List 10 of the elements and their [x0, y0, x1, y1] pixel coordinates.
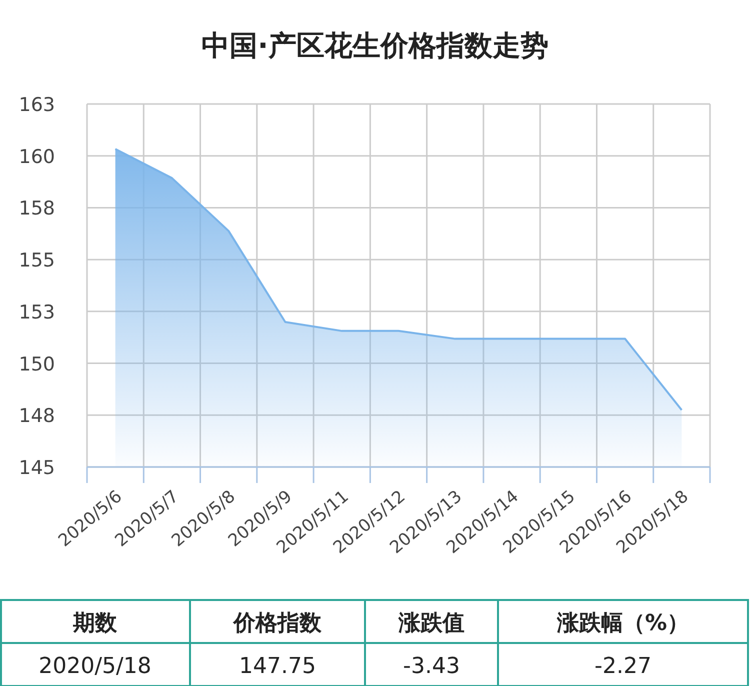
- y-tick-label: 145: [18, 457, 55, 479]
- y-tick-label: 160: [18, 146, 55, 168]
- table: 期数 价格指数 涨跌值 涨跌幅（%） 2020/5/18 147.75 -3.43 -2.27: [0, 599, 749, 686]
- y-tick-label: 148: [18, 405, 55, 428]
- y-tick-label: 158: [18, 198, 55, 220]
- y-tick-label: 153: [18, 301, 55, 324]
- y-tick-label: 155: [18, 250, 55, 272]
- y-tick-label: 150: [18, 353, 55, 376]
- chart-title: 中国·产区花生价格指数走势: [202, 29, 548, 62]
- y-tick-label: 163: [18, 94, 55, 116]
